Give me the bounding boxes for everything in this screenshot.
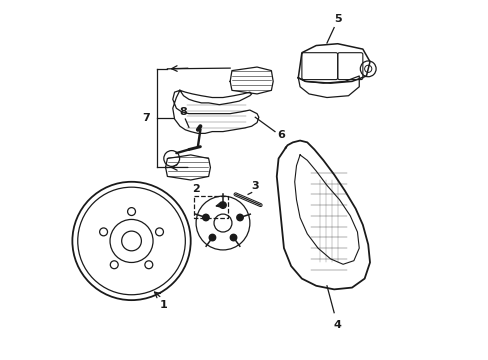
Text: 3: 3: [251, 181, 259, 191]
Text: 8: 8: [179, 107, 187, 117]
Circle shape: [203, 214, 209, 221]
Circle shape: [236, 214, 243, 221]
Circle shape: [230, 234, 236, 241]
Text: 7: 7: [142, 113, 149, 123]
Text: 6: 6: [276, 130, 284, 140]
Text: 2: 2: [192, 184, 200, 194]
Text: 5: 5: [333, 14, 341, 24]
Text: 4: 4: [333, 320, 341, 330]
Text: 1: 1: [160, 300, 167, 310]
Circle shape: [209, 234, 215, 241]
Circle shape: [219, 202, 226, 208]
